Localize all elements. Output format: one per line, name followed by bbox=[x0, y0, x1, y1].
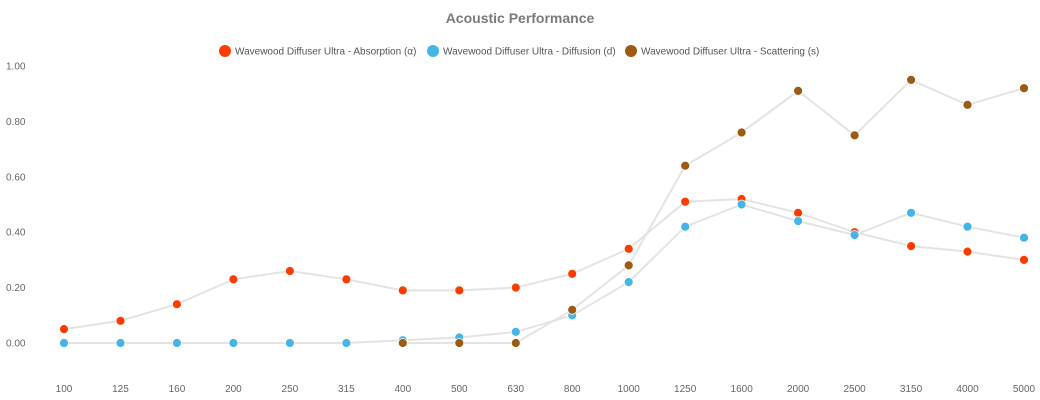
data-point-series-0[interactable] bbox=[1019, 254, 1029, 265]
data-point-series-2[interactable] bbox=[906, 75, 916, 85]
data-point-series-0[interactable] bbox=[793, 207, 803, 218]
data-point-series-0[interactable] bbox=[115, 315, 126, 326]
x-tick-label: 125 bbox=[112, 384, 129, 395]
x-tick-label: 800 bbox=[564, 384, 581, 395]
x-tick-label: 1250 bbox=[674, 384, 697, 395]
data-point-series-1[interactable] bbox=[228, 338, 239, 348]
x-tick-label: 100 bbox=[56, 384, 73, 395]
data-point-series-2[interactable] bbox=[793, 86, 803, 96]
data-point-series-1[interactable] bbox=[962, 221, 973, 232]
legend-marker-scattering bbox=[625, 45, 637, 57]
legend-item-scattering[interactable]: Wavewood Diffuser Ultra - Scattering (s) bbox=[625, 45, 819, 58]
data-point-series-2[interactable] bbox=[849, 130, 860, 141]
data-point-series-0[interactable] bbox=[171, 299, 182, 310]
data-point-series-2[interactable] bbox=[567, 304, 578, 315]
data-point-series-1[interactable] bbox=[849, 230, 860, 240]
data-point-series-1[interactable] bbox=[680, 221, 691, 232]
data-point-series-0[interactable] bbox=[680, 196, 691, 207]
data-point-series-2[interactable] bbox=[623, 260, 634, 271]
y-tick-label: 0.00 bbox=[6, 339, 26, 350]
x-tick-label: 250 bbox=[282, 384, 299, 395]
x-tick-label: 5000 bbox=[1013, 384, 1036, 395]
data-point-series-1[interactable] bbox=[341, 338, 352, 348]
data-point-series-2[interactable] bbox=[736, 127, 747, 138]
data-point-series-2[interactable] bbox=[454, 338, 465, 348]
data-point-series-1[interactable] bbox=[171, 338, 182, 348]
data-point-series-0[interactable] bbox=[341, 274, 352, 285]
series-lines bbox=[63, 78, 1025, 344]
y-tick-label: 0.60 bbox=[6, 172, 26, 183]
x-tick-label: 500 bbox=[451, 384, 468, 395]
data-point-series-2[interactable] bbox=[397, 338, 408, 348]
x-tick-label: 1600 bbox=[731, 384, 754, 395]
data-point-series-0[interactable] bbox=[510, 282, 521, 293]
x-tick-label: 630 bbox=[507, 384, 524, 395]
legend-marker-absorption bbox=[219, 45, 231, 57]
legend-marker-diffusion bbox=[427, 45, 439, 57]
legend-label-scattering: Wavewood Diffuser Ultra - Scattering (s) bbox=[641, 47, 819, 58]
data-point-series-1[interactable] bbox=[736, 199, 747, 210]
data-point-series-0[interactable] bbox=[623, 243, 634, 254]
data-point-series-0[interactable] bbox=[906, 241, 916, 252]
y-tick-label: 0.40 bbox=[6, 228, 26, 239]
data-point-series-0[interactable] bbox=[454, 285, 465, 296]
legend-label-absorption: Wavewood Diffuser Ultra - Absorption (α) bbox=[235, 47, 416, 58]
legend: Wavewood Diffuser Ultra - Absorption (α)… bbox=[219, 45, 819, 58]
x-tick-label: 160 bbox=[169, 384, 186, 395]
x-tick-label: 1000 bbox=[618, 384, 641, 395]
data-point-series-2[interactable] bbox=[962, 99, 973, 110]
x-axis: 100 125 160 200 250 315 400 500 630 800 1000 1250 16… bbox=[56, 384, 1036, 395]
data-point-series-1[interactable] bbox=[906, 207, 916, 218]
series-line-2 bbox=[402, 78, 1025, 344]
data-point-series-0[interactable] bbox=[228, 274, 239, 285]
data-point-series-1[interactable] bbox=[1019, 232, 1029, 243]
legend-item-absorption[interactable]: Wavewood Diffuser Ultra - Absorption (α) bbox=[219, 45, 416, 58]
data-point-series-1[interactable] bbox=[510, 326, 521, 337]
data-point-series-2[interactable] bbox=[1019, 83, 1029, 94]
series-line-1 bbox=[64, 203, 1025, 344]
data-point-series-0[interactable] bbox=[567, 268, 578, 279]
y-axis: 0.00 0.20 0.40 0.60 0.80 1.00 bbox=[6, 62, 26, 350]
data-point-series-1[interactable] bbox=[284, 338, 295, 348]
data-point-series-1[interactable] bbox=[623, 277, 634, 288]
x-tick-label: 400 bbox=[394, 384, 411, 395]
x-tick-label: 2500 bbox=[843, 384, 866, 395]
x-tick-label: 315 bbox=[338, 384, 355, 395]
series-points bbox=[59, 75, 1029, 348]
data-point-series-1[interactable] bbox=[793, 216, 803, 227]
data-point-series-0[interactable] bbox=[397, 285, 408, 296]
data-point-series-0[interactable] bbox=[59, 324, 69, 335]
y-tick-label: 0.20 bbox=[6, 283, 26, 294]
x-tick-label: 2000 bbox=[787, 384, 810, 395]
y-tick-label: 1.00 bbox=[6, 62, 26, 73]
data-point-series-2[interactable] bbox=[680, 160, 691, 171]
chart-title: Acoustic Performance bbox=[446, 10, 595, 26]
data-point-series-1[interactable] bbox=[115, 338, 126, 348]
data-point-series-1[interactable] bbox=[59, 338, 69, 348]
y-tick-label: 0.80 bbox=[6, 117, 26, 128]
data-point-series-0[interactable] bbox=[284, 266, 295, 276]
series-line-0 bbox=[63, 197, 1025, 331]
data-point-series-0[interactable] bbox=[962, 246, 973, 257]
x-tick-label: 200 bbox=[225, 384, 242, 395]
x-tick-label: 3150 bbox=[900, 384, 923, 395]
x-tick-label: 4000 bbox=[956, 384, 979, 395]
data-point-series-2[interactable] bbox=[510, 338, 521, 348]
legend-label-diffusion: Wavewood Diffuser Ultra - Diffusion (d) bbox=[443, 47, 616, 58]
legend-item-diffusion[interactable]: Wavewood Diffuser Ultra - Diffusion (d) bbox=[427, 45, 616, 58]
